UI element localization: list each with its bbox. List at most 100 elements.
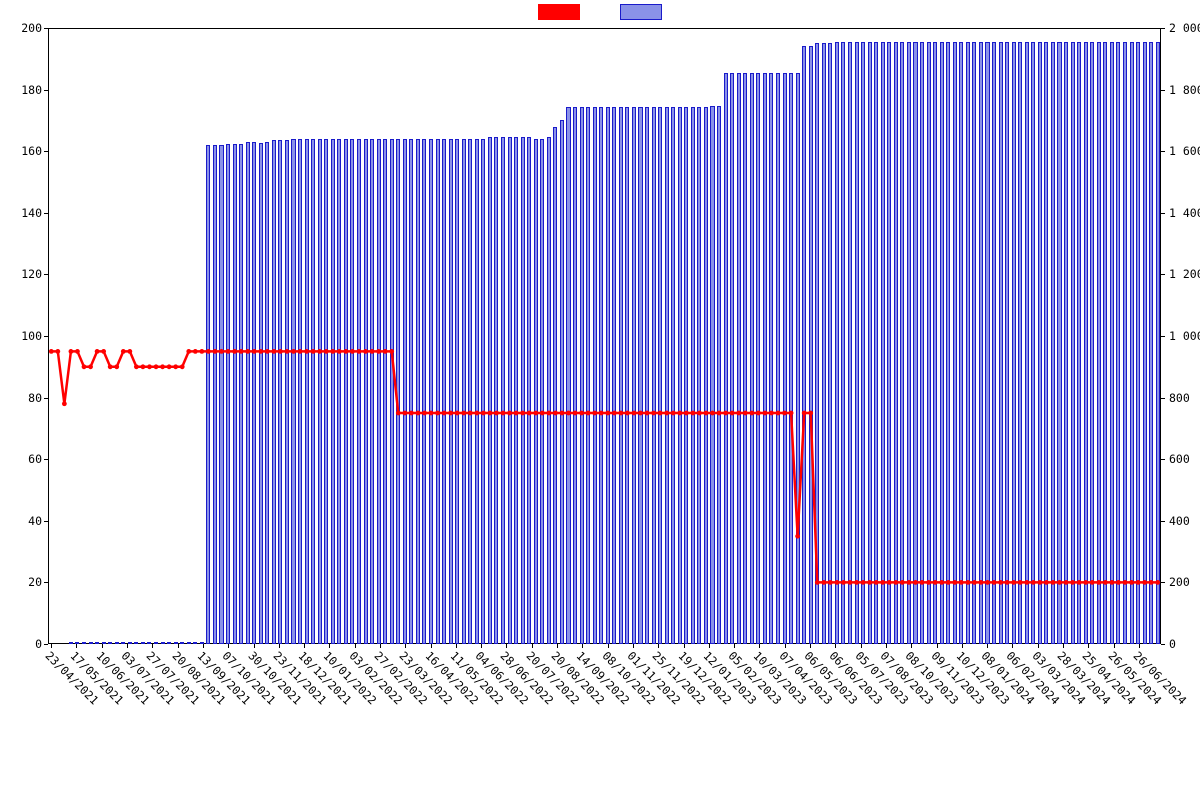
bar	[180, 642, 184, 644]
bar	[776, 73, 780, 644]
bar	[409, 139, 413, 644]
bar	[1071, 42, 1075, 644]
bar	[147, 642, 151, 644]
bar	[1110, 42, 1114, 644]
bar	[560, 120, 564, 644]
bar	[265, 142, 269, 644]
bar	[534, 139, 538, 644]
bar	[894, 42, 898, 644]
bar	[619, 107, 623, 644]
y-left-tick: 120	[21, 267, 42, 281]
bar	[442, 139, 446, 644]
bar	[835, 42, 839, 644]
bar	[377, 139, 381, 644]
y-left-tick: 0	[35, 637, 42, 651]
bar	[121, 642, 125, 644]
bar	[1012, 42, 1016, 644]
bar	[246, 142, 250, 644]
bar	[796, 73, 800, 644]
bar	[449, 139, 453, 644]
bar	[1064, 42, 1068, 644]
bar	[187, 642, 191, 644]
bar	[278, 140, 282, 644]
bar	[108, 642, 112, 644]
bar	[540, 139, 544, 644]
bar	[586, 107, 590, 644]
bar	[763, 73, 767, 644]
bar	[1136, 42, 1140, 644]
bar	[756, 73, 760, 644]
bar	[710, 106, 714, 644]
bar	[475, 139, 479, 644]
y-right-tick: 1 400	[1169, 206, 1200, 220]
bar	[691, 107, 695, 644]
bar	[403, 139, 407, 644]
bar	[985, 42, 989, 644]
bar	[364, 139, 368, 644]
bar	[416, 139, 420, 644]
bar	[861, 42, 865, 644]
y-right-tick: 800	[1169, 391, 1190, 405]
bar	[285, 140, 289, 644]
bar	[1005, 42, 1009, 644]
bar	[1143, 42, 1147, 644]
bar	[652, 107, 656, 644]
bar	[1077, 42, 1081, 644]
bar	[1084, 42, 1088, 644]
bar	[311, 139, 315, 644]
bar	[1090, 42, 1094, 644]
bar	[606, 107, 610, 644]
bar	[553, 127, 557, 644]
bar	[219, 145, 223, 644]
y-left-tick: 200	[21, 21, 42, 35]
bar	[979, 42, 983, 644]
bar	[907, 42, 911, 644]
bar	[638, 107, 642, 644]
bar	[868, 42, 872, 644]
y-right-tick: 1 000	[1169, 329, 1200, 343]
bar	[913, 42, 917, 644]
bar	[69, 642, 73, 644]
bar	[89, 642, 93, 644]
y-left-tick: 40	[28, 514, 42, 528]
legend	[0, 4, 1200, 20]
bar	[566, 107, 570, 644]
bar	[573, 107, 577, 644]
bar	[1116, 42, 1120, 644]
bar	[390, 139, 394, 644]
y-left-tick: 20	[28, 575, 42, 589]
bar	[802, 46, 806, 644]
bar	[874, 42, 878, 644]
bar	[927, 42, 931, 644]
bar	[769, 73, 773, 644]
bar	[396, 139, 400, 644]
bar	[128, 642, 132, 644]
bar	[665, 107, 669, 644]
bar	[134, 642, 138, 644]
bar	[678, 107, 682, 644]
bar	[1025, 42, 1029, 644]
bar	[455, 139, 459, 644]
bar	[324, 139, 328, 644]
bar	[809, 46, 813, 644]
bar	[724, 73, 728, 644]
bar	[717, 106, 721, 644]
y-right-tick: 600	[1169, 452, 1190, 466]
bar	[992, 42, 996, 644]
bar	[1097, 42, 1101, 644]
bar	[933, 42, 937, 644]
bar	[115, 642, 119, 644]
bar	[167, 642, 171, 644]
bar	[645, 107, 649, 644]
bar	[704, 107, 708, 644]
bar	[599, 107, 603, 644]
bar	[822, 43, 826, 644]
bar	[972, 42, 976, 644]
y-right-tick: 1 200	[1169, 267, 1200, 281]
bar	[841, 42, 845, 644]
bar	[521, 137, 525, 644]
bar	[547, 137, 551, 644]
legend-swatch-bar	[620, 4, 662, 20]
bar	[828, 43, 832, 644]
bar	[436, 139, 440, 644]
